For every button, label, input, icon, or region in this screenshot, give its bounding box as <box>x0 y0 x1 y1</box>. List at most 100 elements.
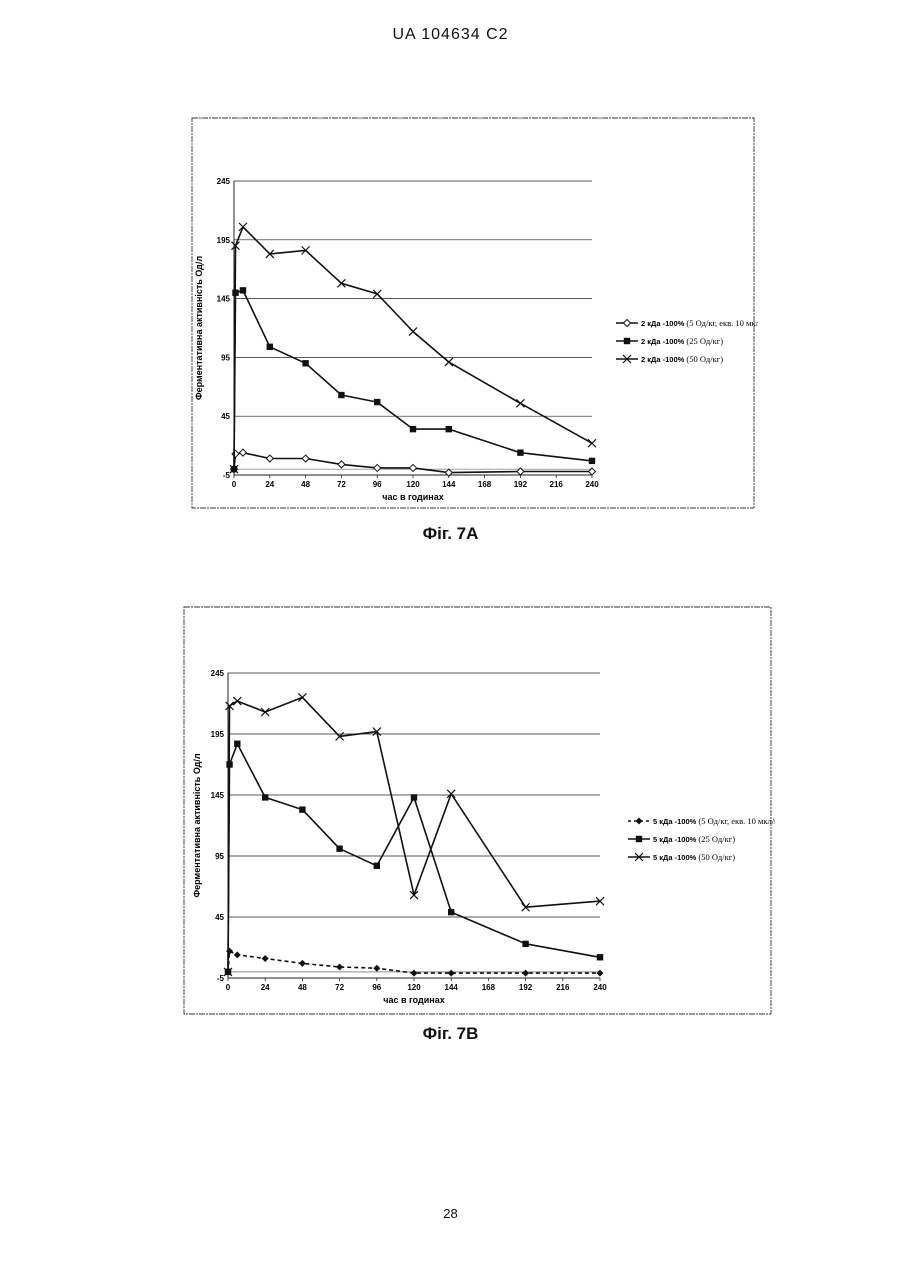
data-point <box>588 439 596 447</box>
series-line <box>228 744 600 972</box>
legend-marker <box>636 818 643 825</box>
data-point <box>226 948 233 955</box>
chart-7b-svg: 2451951459545-50244872961201441681922162… <box>180 603 775 1018</box>
page-number: 28 <box>0 1206 901 1221</box>
data-point <box>517 449 523 455</box>
series-1 <box>231 449 596 476</box>
data-point <box>374 399 380 405</box>
x-tick-label: 72 <box>337 480 346 489</box>
x-tick-label: 120 <box>406 480 420 489</box>
x-tick-label: 48 <box>301 480 310 489</box>
x-tick-label: 120 <box>407 983 421 992</box>
legend-item-2: 2 кДа -100% (25 Од/кг) <box>616 336 723 346</box>
figure-7b: 2451951459545-50244872961201441681922162… <box>180 603 775 1023</box>
legend-label: 2 кДа -100% (5 Од/кг, екв. 10 мкл/кг) <box>641 318 758 328</box>
y-axis-title: Ферментативна активність Од/л <box>194 256 204 400</box>
series-1 <box>225 948 604 977</box>
legend-marker <box>624 320 631 327</box>
x-tick-label: 0 <box>232 480 237 489</box>
y-tick-label: 245 <box>211 669 225 678</box>
x-tick-label: 144 <box>442 480 456 489</box>
data-point <box>302 455 309 462</box>
figure-7b-caption: Фіг. 7В <box>0 1024 901 1044</box>
data-point <box>232 450 239 457</box>
legend-marker <box>624 338 630 344</box>
legend-label-name: 2 кДа -100% <box>641 319 685 328</box>
x-tick-label: 144 <box>445 983 459 992</box>
data-point <box>234 741 240 747</box>
y-tick-label: 245 <box>217 177 231 186</box>
data-point <box>302 360 308 366</box>
series-2 <box>225 741 603 976</box>
legend-marker <box>636 836 642 842</box>
x-tick-label: 240 <box>593 983 607 992</box>
data-point <box>409 328 417 336</box>
legend-label-name: 5 кДа -100% <box>653 835 697 844</box>
chart-frame <box>192 118 754 508</box>
series-2 <box>231 287 595 472</box>
data-point <box>410 464 417 471</box>
series-line <box>234 227 592 469</box>
data-point <box>447 790 455 798</box>
data-point <box>410 426 416 432</box>
data-point <box>589 458 595 464</box>
data-point <box>239 449 246 456</box>
series-line <box>234 290 592 469</box>
data-point <box>299 806 305 812</box>
data-point <box>446 426 452 432</box>
data-point <box>233 697 241 705</box>
legend-label-name: 2 кДа -100% <box>641 337 685 346</box>
series-line <box>228 697 600 972</box>
data-point <box>266 455 273 462</box>
data-point <box>299 960 306 967</box>
x-tick-label: 0 <box>226 983 231 992</box>
data-point <box>374 863 380 869</box>
data-point <box>298 693 306 701</box>
data-point <box>448 970 455 977</box>
x-tick-label: 216 <box>550 480 564 489</box>
data-point <box>262 794 268 800</box>
data-point <box>239 223 247 231</box>
x-tick-label: 24 <box>265 480 274 489</box>
data-point <box>336 964 343 971</box>
y-tick-label: 45 <box>215 913 224 922</box>
y-tick-label: -5 <box>223 471 231 480</box>
legend-label-detail: (5 Од/кг, екв. 10 мкл/кг) <box>684 318 758 328</box>
x-tick-label: 192 <box>514 480 528 489</box>
data-point <box>445 358 453 366</box>
x-tick-label: 72 <box>335 983 344 992</box>
y-tick-label: 95 <box>215 852 224 861</box>
data-point <box>411 970 418 977</box>
legend-label-detail: (25 Од/кг) <box>696 834 735 844</box>
x-tick-label: 192 <box>519 983 533 992</box>
data-point <box>338 392 344 398</box>
legend-label-detail: (50 Од/кг) <box>684 354 723 364</box>
y-tick-label: 145 <box>217 295 231 304</box>
y-tick-label: 95 <box>221 353 230 362</box>
figure-7a-caption: Фіг. 7A <box>0 524 901 544</box>
data-point <box>411 794 417 800</box>
series-3 <box>224 693 604 976</box>
legend-label: 5 кДа -100% (50 Од/кг) <box>653 852 735 862</box>
y-tick-label: 145 <box>211 791 225 800</box>
x-tick-label: 216 <box>556 983 570 992</box>
legend-label-name: 5 кДа -100% <box>653 817 697 826</box>
data-point <box>516 399 524 407</box>
figure-7a: 2451951459545-50244872961201441681922162… <box>188 114 758 519</box>
y-tick-label: 195 <box>217 236 231 245</box>
legend-label-detail: (5 Од/кг, екв. 10 мкл/кг) <box>696 816 775 826</box>
legend-label: 2 кДа -100% (25 Од/кг) <box>641 336 723 346</box>
legend-label-name: 2 кДа -100% <box>641 355 685 364</box>
x-tick-label: 240 <box>585 480 599 489</box>
data-point <box>597 954 603 960</box>
x-tick-label: 168 <box>482 983 496 992</box>
data-point <box>338 461 345 468</box>
document-header: UA 104634 C2 <box>0 26 901 44</box>
data-point <box>336 845 342 851</box>
x-tick-label: 168 <box>478 480 492 489</box>
legend-item-3: 2 кДа -100% (50 Од/кг) <box>616 354 723 364</box>
data-point <box>448 909 454 915</box>
legend-item-3: 5 кДа -100% (50 Од/кг) <box>628 852 735 862</box>
y-tick-label: -5 <box>217 974 225 983</box>
y-axis-title: Ферментативна активність Од/л <box>192 753 202 897</box>
